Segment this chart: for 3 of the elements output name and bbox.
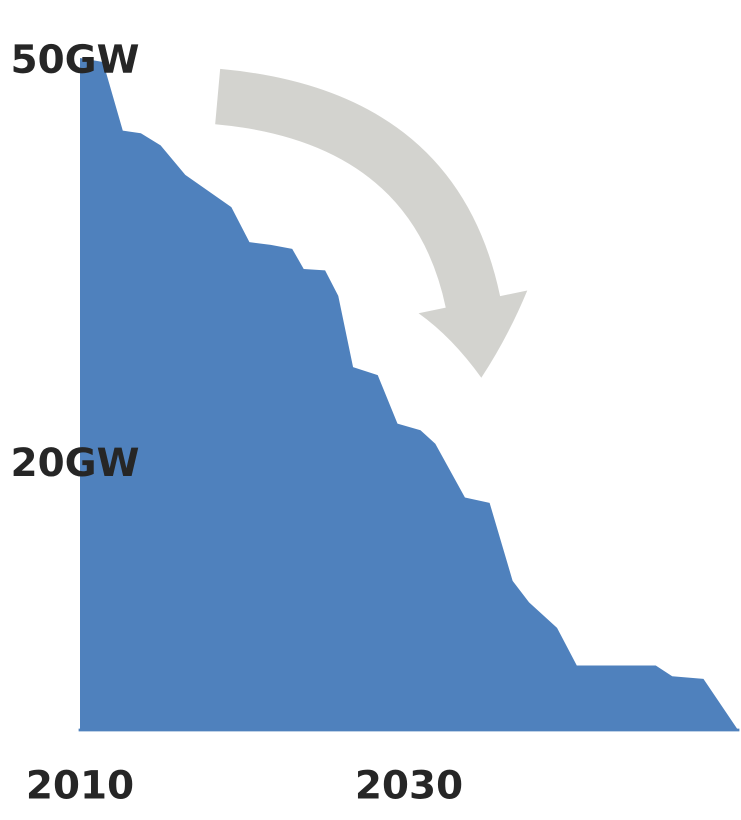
x-tick-label: 2030: [358, 770, 462, 799]
y-tick-label: 50GW: [14, 44, 138, 74]
x-tick-label: 2010: [28, 770, 132, 799]
